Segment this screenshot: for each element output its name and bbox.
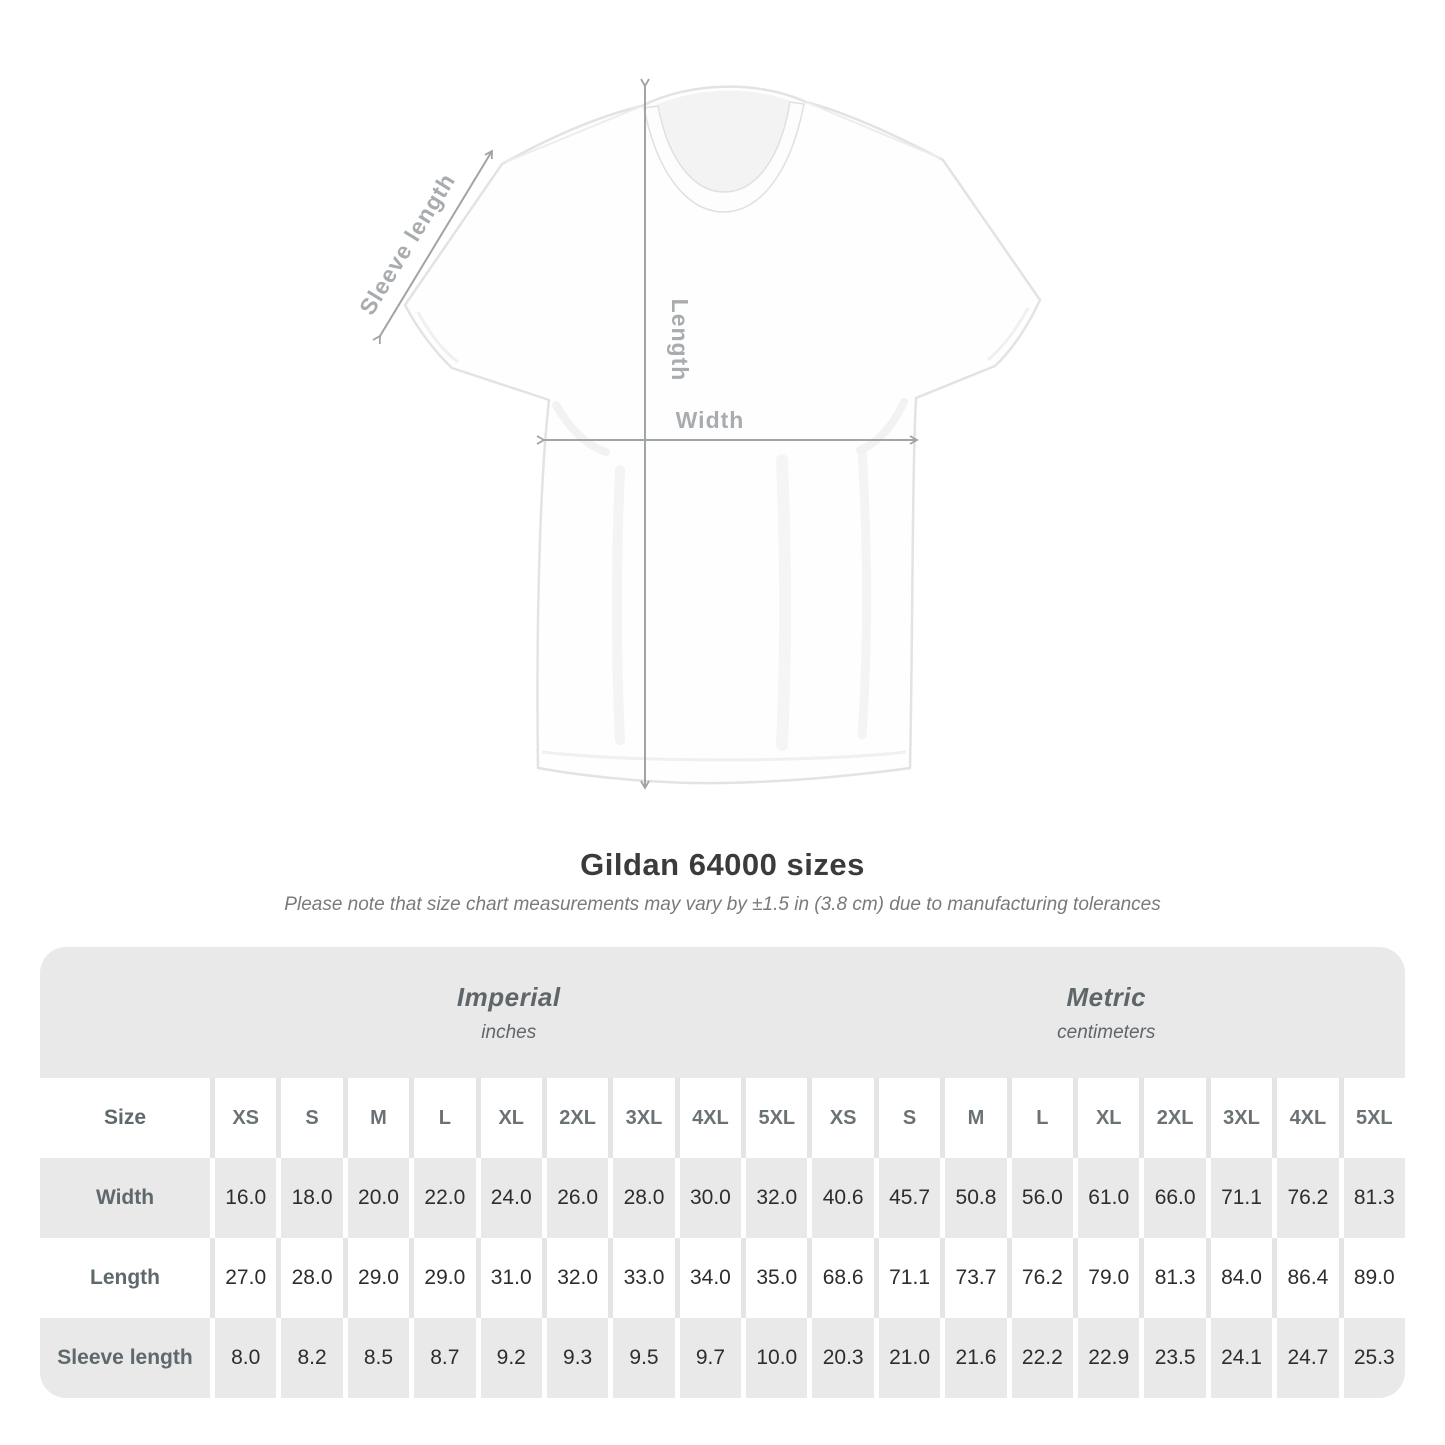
value-cell: 24.7: [1272, 1318, 1338, 1398]
value-cell: 34.0: [674, 1238, 741, 1318]
size-header-cell: L: [1006, 1078, 1073, 1158]
value-cell: 84.0: [1205, 1238, 1272, 1318]
value-cell: 76.2: [1272, 1158, 1338, 1238]
sleeve-length-row: Sleeve length 8.0 8.2 8.5 8.7 9.2 9.3 9.…: [40, 1318, 1405, 1398]
imperial-header: Imperial inches: [210, 947, 808, 1078]
value-cell: 40.6: [807, 1158, 873, 1238]
value-cell: 31.0: [475, 1238, 542, 1318]
row-label: Length: [90, 1266, 160, 1289]
tshirt-diagram: Sleeve length Length Width: [354, 78, 1042, 790]
value-cell: 25.3: [1338, 1318, 1405, 1398]
metric-unit: centimeters: [1057, 1021, 1156, 1043]
size-header-cell: 2XL: [1139, 1078, 1205, 1158]
value-cell: 9.2: [475, 1318, 542, 1398]
value-cell: 71.1: [873, 1238, 940, 1318]
value-cell: 56.0: [1006, 1158, 1073, 1238]
value-cell: 45.7: [873, 1158, 940, 1238]
row-label: Width: [95, 1186, 155, 1209]
value-cell: 29.0: [409, 1238, 475, 1318]
value-cell: 81.3: [1338, 1158, 1405, 1238]
value-cell: 22.9: [1073, 1318, 1139, 1398]
size-header-cell: 4XL: [674, 1078, 741, 1158]
value-cell: 9.7: [674, 1318, 741, 1398]
band-spacer: [40, 947, 210, 1078]
value-cell: 68.6: [807, 1238, 873, 1318]
value-cell: 16.0: [210, 1158, 276, 1238]
value-cell: 9.5: [608, 1318, 674, 1398]
value-cell: 73.7: [940, 1238, 1006, 1318]
tshirt-shape: [403, 85, 1042, 785]
value-cell: 61.0: [1073, 1158, 1139, 1238]
size-header-cell: XL: [475, 1078, 542, 1158]
width-row: Width 16.0 18.0 20.0 22.0 24.0 26.0 28.0…: [40, 1158, 1405, 1238]
row-label: Sleeve length: [57, 1346, 193, 1369]
imperial-unit: inches: [481, 1021, 537, 1043]
size-header-cell: M: [342, 1078, 409, 1158]
value-cell: 86.4: [1272, 1238, 1338, 1318]
value-cell: 24.1: [1205, 1318, 1272, 1398]
value-cell: 23.5: [1139, 1318, 1205, 1398]
value-cell: 28.0: [608, 1158, 674, 1238]
value-cell: 20.3: [807, 1318, 873, 1398]
size-header-row: Size XS S M L XL 2XL 3XL 4XL 5XL XS S M …: [40, 1078, 1405, 1158]
size-header-cell: 5XL: [1338, 1078, 1405, 1158]
value-cell: 26.0: [541, 1158, 608, 1238]
value-cell: 30.0: [674, 1158, 741, 1238]
value-cell: 50.8: [940, 1158, 1006, 1238]
size-header-cell: 3XL: [1205, 1078, 1272, 1158]
value-cell: 8.7: [409, 1318, 475, 1398]
size-column-header: Size: [103, 1106, 147, 1129]
value-cell: 24.0: [475, 1158, 542, 1238]
unit-header-band: Imperial inches Metric centimeters: [40, 947, 1405, 1078]
value-cell: 33.0: [608, 1238, 674, 1318]
value-cell: 28.0: [276, 1238, 342, 1318]
value-cell: 32.0: [741, 1158, 807, 1238]
size-header-cell: L: [409, 1078, 475, 1158]
value-cell: 22.0: [409, 1158, 475, 1238]
value-cell: 29.0: [342, 1238, 409, 1318]
value-cell: 18.0: [276, 1158, 342, 1238]
value-cell: 27.0: [210, 1238, 276, 1318]
value-cell: 79.0: [1073, 1238, 1139, 1318]
value-cell: 21.6: [940, 1318, 1006, 1398]
size-table: Imperial inches Metric centimeters Size …: [40, 947, 1405, 1398]
size-header-cell: XL: [1073, 1078, 1139, 1158]
size-header-cell: 5XL: [741, 1078, 807, 1158]
length-row: Length 27.0 28.0 29.0 29.0 31.0 32.0 33.…: [40, 1238, 1405, 1318]
value-cell: 81.3: [1139, 1238, 1205, 1318]
value-cell: 32.0: [541, 1238, 608, 1318]
value-cell: 66.0: [1139, 1158, 1205, 1238]
value-cell: 8.5: [342, 1318, 409, 1398]
metric-title: Metric: [1066, 981, 1147, 1012]
value-cell: 89.0: [1338, 1238, 1405, 1318]
value-cell: 76.2: [1006, 1238, 1073, 1318]
value-cell: 10.0: [741, 1318, 807, 1398]
size-header-cell: XS: [807, 1078, 873, 1158]
imperial-title: Imperial: [456, 981, 561, 1012]
sleeve-length-arrow: [372, 149, 493, 345]
value-cell: 8.0: [210, 1318, 276, 1398]
length-label: Length: [667, 299, 693, 382]
size-header-cell: 4XL: [1272, 1078, 1338, 1158]
size-header-cell: XS: [210, 1078, 276, 1158]
tolerance-note: Please note that size chart measurements…: [284, 894, 1161, 915]
value-cell: 71.1: [1205, 1158, 1272, 1238]
value-cell: 20.0: [342, 1158, 409, 1238]
value-cell: 35.0: [741, 1238, 807, 1318]
tshirt-illustration: Sleeve length Length Width: [354, 78, 1042, 790]
value-cell: 22.2: [1006, 1318, 1073, 1398]
size-header-cell: S: [276, 1078, 342, 1158]
value-cell: 8.2: [276, 1318, 342, 1398]
metric-header: Metric centimeters: [808, 947, 1406, 1078]
size-header-cell: S: [873, 1078, 940, 1158]
size-header-cell: M: [940, 1078, 1006, 1158]
width-label: Width: [676, 407, 745, 433]
size-header-cell: 2XL: [541, 1078, 608, 1158]
size-header-cell: 3XL: [608, 1078, 674, 1158]
page-title: Gildan 64000 sizes: [580, 847, 865, 882]
value-cell: 9.3: [541, 1318, 608, 1398]
value-cell: 21.0: [873, 1318, 940, 1398]
